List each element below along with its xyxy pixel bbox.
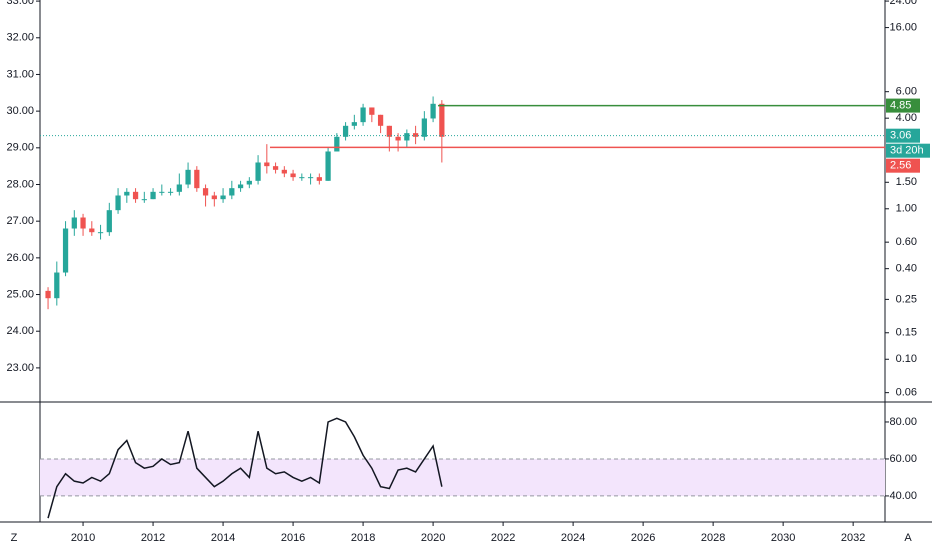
candle-body — [264, 162, 270, 167]
candle-body — [237, 184, 244, 189]
candle-body — [80, 217, 86, 229]
candle-body — [124, 191, 130, 196]
y-tick-label: 27.00 — [6, 215, 34, 227]
candle-body — [430, 103, 436, 119]
y-tick-label: 31.00 — [6, 68, 34, 80]
candle-body — [150, 191, 156, 200]
candle-body — [316, 177, 322, 181]
candle-body — [141, 199, 147, 201]
price-label-box — [886, 158, 920, 173]
y2-tick-label: 60.00 — [889, 453, 917, 465]
y-tick-label: 24.00 — [6, 325, 34, 337]
candle-body — [167, 191, 174, 193]
candle-body — [115, 195, 121, 211]
candle-body — [211, 195, 217, 200]
countdown-box — [886, 143, 930, 158]
y2-tick-label: 1.50 — [896, 176, 917, 188]
axis-button: Z — [11, 532, 18, 544]
candle-body — [246, 180, 252, 185]
candle-body — [220, 195, 226, 200]
candle-body — [106, 210, 112, 233]
x-tick-label: 2024 — [561, 532, 585, 544]
y2-tick-label: 6.00 — [896, 86, 917, 98]
band — [40, 458, 885, 496]
price-label-box — [886, 98, 920, 113]
y2-tick-label: 0.15 — [896, 327, 917, 339]
x-tick-label: 2014 — [211, 532, 235, 544]
x-tick-label: 2020 — [421, 532, 445, 544]
y-tick-label: 28.00 — [6, 178, 34, 190]
candle-body — [386, 125, 392, 137]
y2-tick-label: 0.60 — [896, 236, 917, 248]
candle-body — [71, 217, 77, 229]
candle-body — [404, 133, 410, 141]
axis-button: A — [904, 532, 912, 544]
candle-body — [377, 114, 384, 126]
x-tick-label: 2028 — [701, 532, 725, 544]
y2-tick-label: 0.06 — [896, 387, 917, 399]
y-tick-label: 25.00 — [6, 288, 34, 300]
candle-body — [369, 107, 375, 115]
candle-body — [272, 166, 279, 170]
candle-body — [351, 122, 357, 126]
candle-body — [185, 169, 191, 185]
candle-body — [334, 136, 340, 152]
x-tick-label: 2012 — [141, 532, 165, 544]
candle-body — [412, 133, 419, 137]
candle-body — [290, 173, 296, 178]
y-tick-label: 33.00 — [6, 0, 34, 7]
candle-body — [342, 125, 349, 137]
y2-tick-label: 1.00 — [896, 203, 917, 215]
indicator-line — [47, 417, 443, 519]
candle-body — [307, 177, 314, 179]
candle-body — [360, 107, 366, 123]
candle-body — [62, 228, 69, 273]
price-label: 3.06 — [890, 130, 911, 142]
x-tick-label: 2030 — [771, 532, 795, 544]
y2-tick-label: 0.25 — [896, 293, 917, 305]
candle-body — [255, 162, 261, 181]
candle-body — [45, 290, 51, 299]
y2-tick-label: 24.00 — [889, 0, 917, 7]
candle-body — [132, 191, 139, 200]
y-tick-label: 26.00 — [6, 252, 34, 264]
x-tick-label: 2032 — [841, 532, 865, 544]
price-label-box — [886, 128, 920, 143]
price-label: 4.85 — [890, 99, 911, 111]
candle-body — [395, 136, 401, 141]
candle-body — [421, 118, 427, 137]
candle-body — [97, 232, 104, 234]
x-tick-label: 2026 — [631, 532, 655, 544]
y2-tick-label: 40.00 — [889, 490, 917, 502]
y-tick-label: 23.00 — [6, 362, 34, 374]
y2-tick-label: 0.10 — [896, 353, 917, 365]
x-tick-label: 2022 — [491, 532, 515, 544]
x-tick-label: 2018 — [351, 532, 375, 544]
candle-body — [299, 177, 305, 179]
candle-body — [325, 151, 331, 181]
x-tick-label: 2016 — [281, 532, 305, 544]
y-tick-label: 30.00 — [6, 105, 34, 117]
price-label: 2.56 — [890, 160, 911, 172]
y2-tick-label: 4.00 — [896, 112, 917, 124]
y2-tick-label: 16.00 — [889, 21, 917, 33]
y2-tick-label: 0.40 — [896, 263, 917, 275]
candle-body — [229, 188, 235, 196]
countdown-label: 3d 20h — [890, 145, 924, 157]
candle-body — [202, 188, 209, 196]
y-tick-label: 32.00 — [6, 32, 34, 44]
candle-body — [159, 191, 165, 193]
y-tick-label: 29.00 — [6, 142, 34, 154]
candle-body — [439, 103, 445, 137]
y2-tick-label: 80.00 — [889, 416, 917, 428]
x-tick-label: 2010 — [71, 532, 95, 544]
candle-body — [176, 184, 182, 192]
candle-body — [54, 272, 60, 299]
candle-body — [89, 228, 95, 233]
candle-body — [194, 169, 200, 189]
candle-body — [281, 169, 287, 174]
